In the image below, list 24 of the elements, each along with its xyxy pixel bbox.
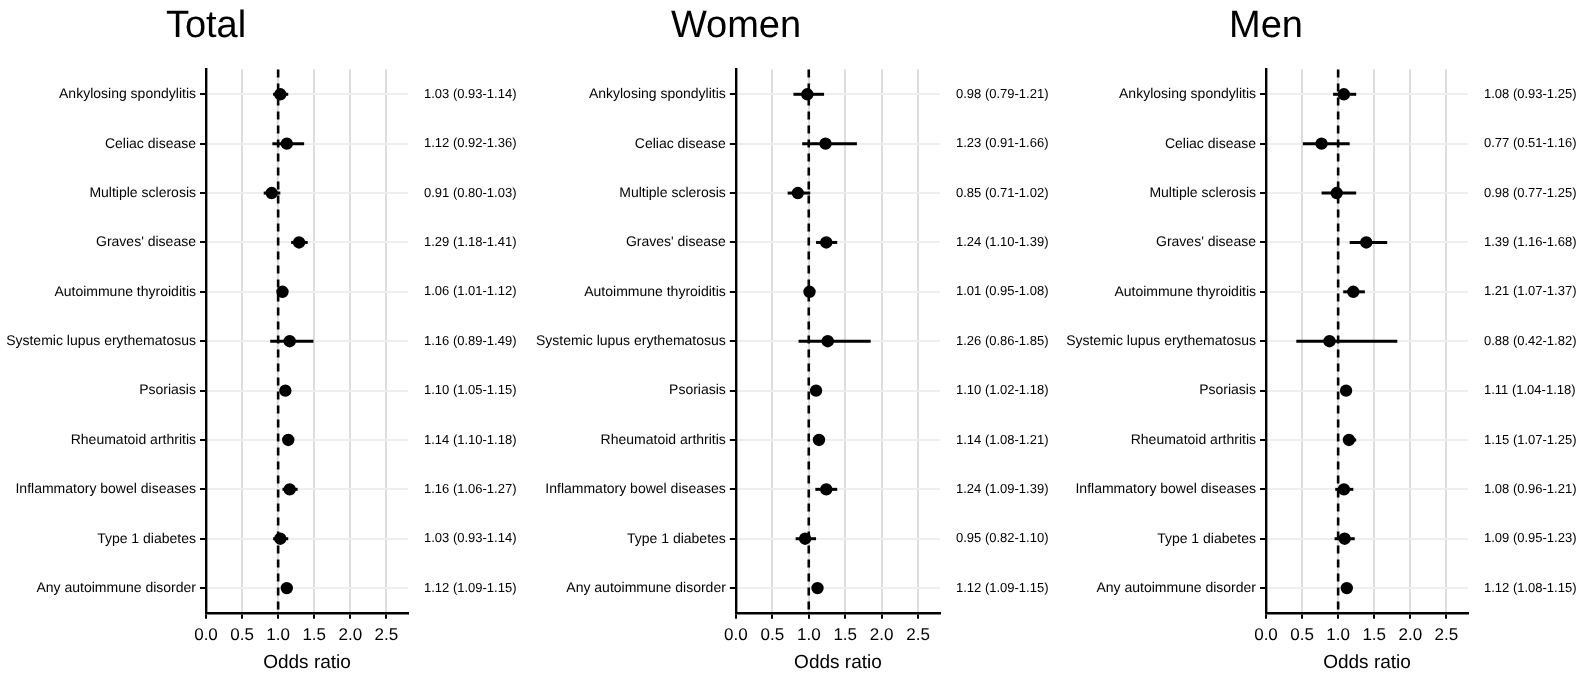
x-tick-label: 0.5 bbox=[1290, 623, 1315, 644]
x-tick-label: 2.0 bbox=[338, 623, 363, 644]
x-tick-label: 2.0 bbox=[869, 623, 895, 644]
x-tick-label: 2.5 bbox=[906, 623, 931, 644]
x-tick-label: 1.5 bbox=[833, 623, 858, 644]
chart-title: Women bbox=[670, 5, 802, 48]
x-tick-label: 1.0 bbox=[1326, 623, 1351, 644]
x-axis-title: Odds ratio bbox=[1323, 651, 1411, 674]
x-tick-label: 1.5 bbox=[302, 623, 327, 644]
x-tick-label: 2.0 bbox=[1398, 623, 1423, 644]
chart-title: Men bbox=[1229, 5, 1303, 48]
x-tick-label: 0.5 bbox=[760, 623, 785, 644]
x-tick-label: 0.0 bbox=[1254, 623, 1279, 644]
x-tick-label: 1.0 bbox=[796, 623, 822, 644]
x-tick-label: 2.5 bbox=[1434, 623, 1459, 644]
x-axis-title: Odds ratio bbox=[794, 651, 882, 674]
x-tick-label: 0.0 bbox=[194, 623, 219, 644]
x-tick-label: 0.5 bbox=[230, 623, 255, 644]
chart-title: Total bbox=[165, 5, 247, 48]
x-tick-label: 0.0 bbox=[724, 623, 749, 644]
x-tick-label: 1.5 bbox=[1362, 623, 1387, 644]
x-tick-label: 2.5 bbox=[374, 623, 399, 644]
x-axis-title: Odds ratio bbox=[263, 651, 351, 674]
x-tick-label: 1.0 bbox=[266, 623, 291, 644]
